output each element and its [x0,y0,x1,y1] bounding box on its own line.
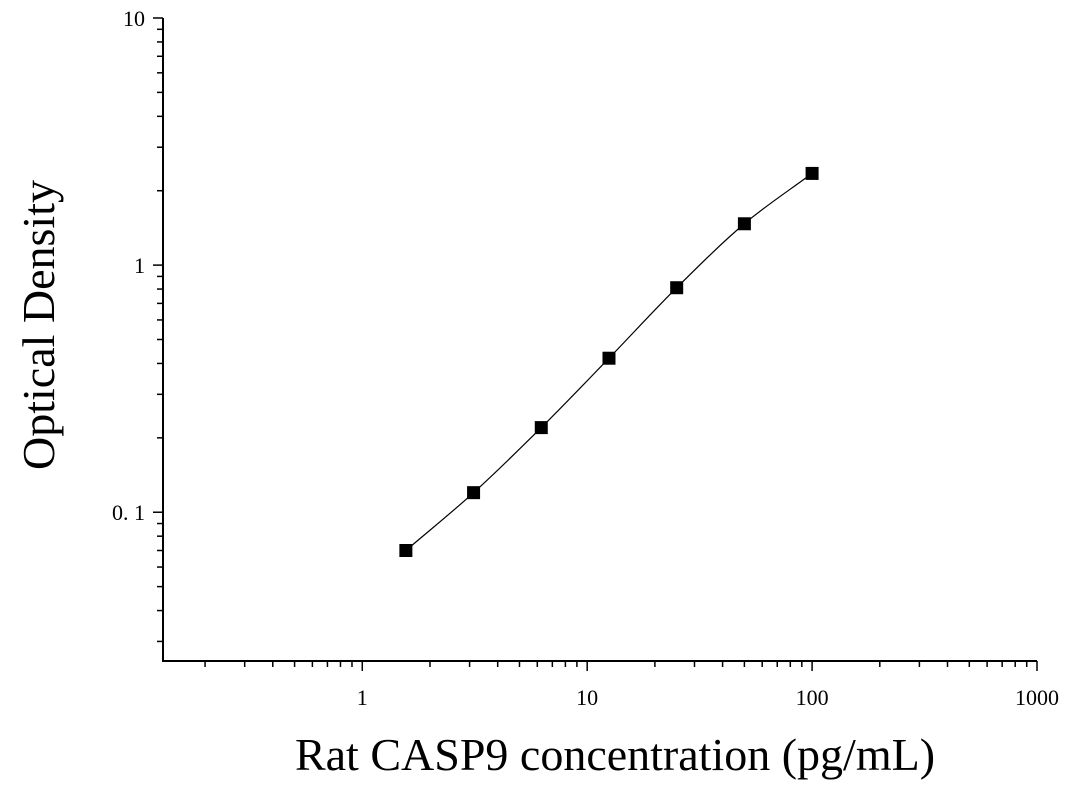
x-axis-title: Rat CASP9 concentration (pg/mL) [295,729,935,780]
x-tick-label: 1000 [1015,685,1059,710]
data-point [670,281,684,295]
x-tick-label: 1 [357,685,368,710]
y-tick-label: 10 [123,6,145,31]
plot-area [399,166,819,558]
y-axis-title: Optical Density [13,180,64,470]
axes [162,18,1037,662]
data-point [399,544,413,558]
y-tick-label: 1 [134,253,145,278]
data-point [534,421,548,435]
x-tick-label: 100 [796,685,829,710]
data-point [467,486,481,500]
data-point [602,351,616,365]
data-point [805,166,819,180]
y-tick-label: 0. 1 [112,500,145,525]
data-point [737,217,751,231]
tick-labels: 1 10 100 1000 0. 1 1 10 [112,6,1059,710]
ticks [153,17,1038,671]
x-tick-label: 10 [576,685,598,710]
